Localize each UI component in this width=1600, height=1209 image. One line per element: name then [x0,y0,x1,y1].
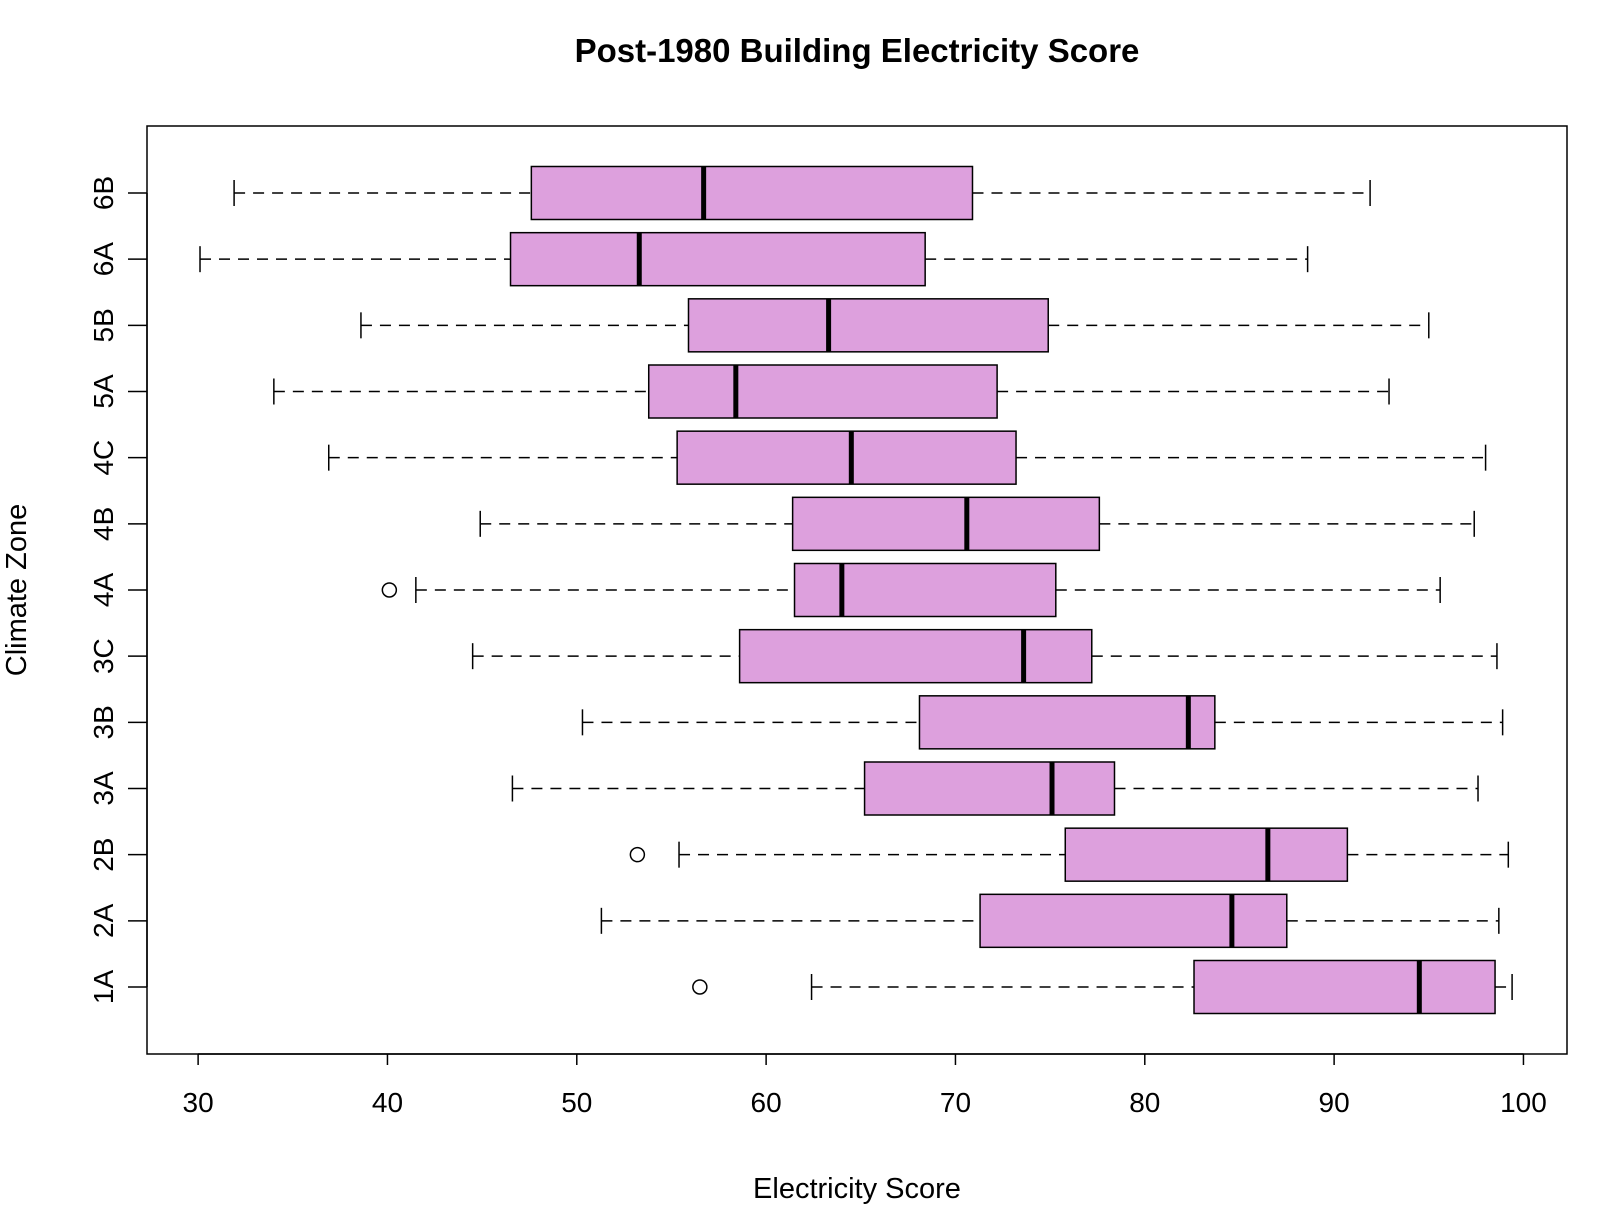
x-tick-label: 100 [1500,1087,1547,1118]
box-6A [199,231,1309,287]
iqr-box [1193,959,1496,1015]
box-1A [692,959,1513,1015]
box-6B [233,165,1371,221]
box-series [199,165,1513,1015]
box-4A [381,562,1441,618]
y-tick-label: 2B [88,838,119,872]
y-tick-label: 3A [88,771,119,806]
box-3B [581,695,1504,750]
iqr-box [647,364,998,419]
iqr-box [530,165,974,221]
y-tick-label: 5B [88,308,119,342]
x-tick-label: 50 [561,1087,592,1118]
x-tick-label: 40 [372,1087,403,1118]
box-2B [629,827,1510,882]
box-5B [360,298,1430,353]
box-4C [328,430,1487,485]
iqr-box [676,430,1017,485]
outlier-point [692,979,708,995]
y-tick-label: 3C [88,638,119,674]
y-axis-label: Climate Zone [1,504,33,676]
iqr-box [863,761,1116,816]
x-tick-label: 70 [940,1087,971,1118]
y-tick-label: 1A [88,970,119,1005]
y-axis: 1A 2A 2B 3A 3B 3C 4A 4B 4C 5A 5B 6A 6B [88,176,148,1005]
x-axis: 30 40 50 60 70 80 90 100 [183,1053,1547,1118]
box-4B [479,496,1475,552]
y-tick-label: 6A [88,242,119,277]
chart-title: Post-1980 Building Electricity Score [575,32,1140,69]
outlier-point [629,846,646,863]
x-tick-label: 90 [1319,1087,1350,1118]
iqr-box [509,231,926,287]
y-tick-label: 3B [88,705,119,739]
y-tick-label: 6B [88,176,119,210]
iqr-box [791,496,1101,552]
y-tick-label: 4A [88,573,119,608]
box-3A [511,761,1479,816]
box-5A [273,364,1390,419]
iqr-box [918,695,1216,750]
iqr-box [979,893,1288,949]
outlier-point [381,582,398,598]
box-3C [471,628,1498,684]
iqr-box [1064,827,1349,882]
y-tick-label: 4C [88,440,119,476]
x-tick-label: 80 [1129,1087,1160,1118]
iqr-box [793,562,1057,618]
y-tick-label: 4B [88,507,119,541]
y-tick-label: 2A [88,903,119,938]
x-axis-label: Electricity Score [753,1173,961,1205]
iqr-box [738,628,1093,684]
x-tick-label: 60 [751,1087,782,1118]
iqr-box [687,298,1049,353]
y-tick-label: 5A [88,374,119,409]
x-tick-label: 30 [183,1087,214,1118]
box-2A [600,893,1500,949]
